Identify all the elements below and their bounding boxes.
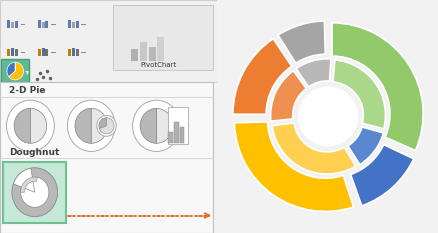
Wedge shape [91,108,107,143]
Wedge shape [13,168,35,192]
Wedge shape [332,23,422,151]
Wedge shape [156,108,173,143]
Bar [45,21,48,28]
Bar [168,132,173,143]
Bar [76,49,79,56]
Wedge shape [234,122,353,211]
Wedge shape [277,21,325,63]
Circle shape [67,100,115,151]
Bar [174,122,178,143]
Wedge shape [21,177,37,192]
FancyBboxPatch shape [0,82,212,233]
Circle shape [132,100,180,151]
Bar [180,127,184,143]
Bar [11,48,14,56]
Wedge shape [350,145,413,206]
FancyBboxPatch shape [3,162,66,223]
FancyBboxPatch shape [168,107,187,144]
FancyBboxPatch shape [113,5,212,70]
Text: PivotChart: PivotChart [140,62,177,68]
Circle shape [7,100,54,151]
Wedge shape [140,108,156,143]
Wedge shape [30,108,46,143]
Bar [15,49,18,56]
Bar [45,49,48,56]
FancyBboxPatch shape [1,59,29,83]
Bar [42,48,44,56]
Wedge shape [332,60,385,129]
Bar [38,20,41,28]
Bar [131,49,138,61]
Bar [68,20,71,28]
Bar [68,49,71,56]
Wedge shape [75,108,91,143]
Bar [140,42,147,61]
Bar [15,21,18,28]
Circle shape [21,177,49,207]
Bar [76,21,79,28]
Wedge shape [272,123,355,174]
Circle shape [12,168,57,217]
Bar [38,49,41,56]
Wedge shape [99,118,114,134]
FancyBboxPatch shape [32,59,59,83]
Wedge shape [99,118,106,129]
Wedge shape [14,108,30,143]
Text: Doughnut: Doughnut [9,148,59,157]
Bar [148,47,155,61]
Circle shape [297,86,357,147]
Bar [11,22,14,28]
Bar [42,22,44,28]
Wedge shape [233,39,291,114]
Text: 2-D Pie: 2-D Pie [9,86,45,95]
Circle shape [96,115,116,136]
Wedge shape [7,62,15,77]
Wedge shape [295,59,330,87]
FancyBboxPatch shape [0,0,217,82]
Bar [72,48,75,56]
Bar [7,20,10,28]
Bar [72,22,75,28]
Bar [157,37,164,61]
Wedge shape [9,62,23,80]
Bar [7,49,10,56]
Wedge shape [270,71,306,121]
Wedge shape [347,127,382,165]
